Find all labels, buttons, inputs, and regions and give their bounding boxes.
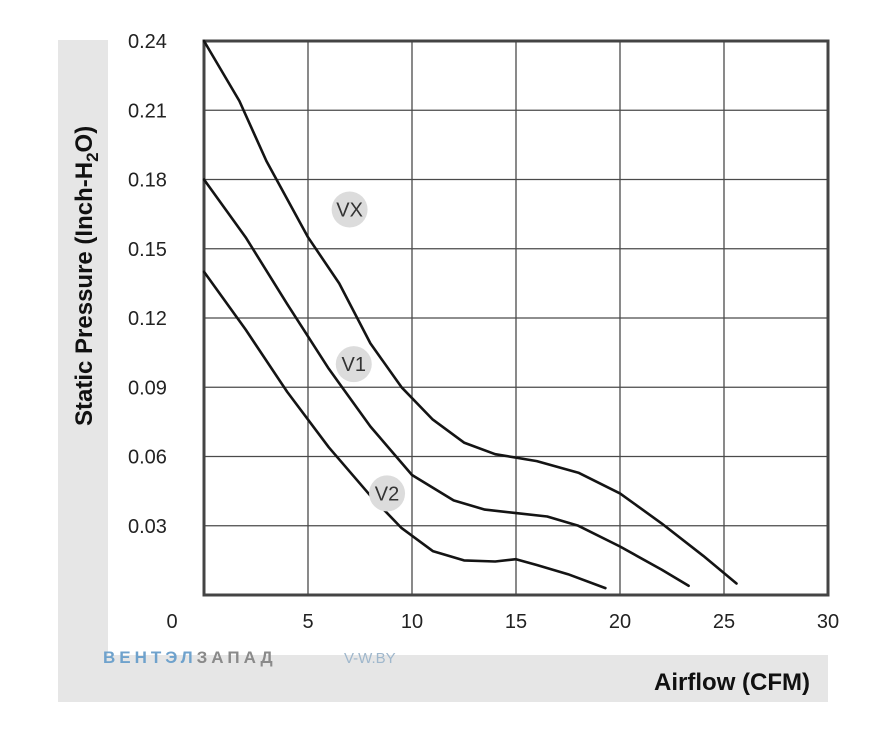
y-axis-title-band bbox=[58, 40, 108, 702]
series-label-badge bbox=[369, 475, 406, 512]
series-line-vx bbox=[202, 39, 738, 585]
y-tick-label: 0.09 bbox=[128, 377, 167, 399]
y-axis-title-end: O) bbox=[71, 126, 98, 153]
series-label-v2: V2 bbox=[375, 483, 399, 505]
series-labels: VX V1 V2 bbox=[331, 191, 406, 512]
watermark-brand-part2: ЗАПАД bbox=[197, 648, 277, 667]
y-tick-labels: 0.03 0.06 0.09 0.12 0.15 0.18 0.21 0.24 bbox=[128, 31, 167, 538]
x-tick-label: 5 bbox=[302, 611, 313, 633]
x-axis-title: Airflow (CFM) bbox=[654, 669, 810, 696]
x-axis-title-band bbox=[58, 655, 828, 702]
y-tick-label: 0.03 bbox=[128, 516, 167, 538]
x-tick-label: 25 bbox=[713, 611, 735, 633]
watermark-brand: ВЕНТЭЛЗАПАД bbox=[103, 648, 277, 667]
series-lines bbox=[202, 39, 738, 590]
x-tick-labels: 0 5 10 15 20 25 30 bbox=[166, 611, 839, 633]
y-tick-label: 0.21 bbox=[128, 100, 167, 122]
y-axis-title-subscript: 2 bbox=[83, 152, 102, 161]
y-axis-title-main: Static Pressure (Inch-H bbox=[71, 162, 98, 426]
y-tick-label: 0.12 bbox=[128, 308, 167, 330]
series-label-v1: V1 bbox=[342, 354, 366, 376]
x-tick-label: 15 bbox=[505, 611, 527, 633]
x-tick-label: 0 bbox=[166, 611, 177, 633]
series-line-v1 bbox=[202, 178, 690, 588]
plot-frame bbox=[202, 39, 830, 597]
y-axis-title: Static Pressure (Inch-H2O) bbox=[71, 126, 102, 426]
y-tick-label: 0.18 bbox=[128, 170, 167, 192]
y-tick-label: 0.15 bbox=[128, 239, 167, 261]
x-tick-label: 20 bbox=[609, 611, 631, 633]
series-label-badge bbox=[335, 346, 372, 383]
x-tick-label: 30 bbox=[817, 611, 839, 633]
series-line-v2 bbox=[202, 270, 607, 590]
series-label-vx: VX bbox=[336, 200, 363, 222]
x-tick-label: 10 bbox=[401, 611, 423, 633]
series-label-badge bbox=[331, 191, 368, 228]
y-tick-label: 0.24 bbox=[128, 31, 167, 53]
watermark-site: V-W.BY bbox=[344, 650, 396, 667]
watermark-brand-part1: ВЕНТЭЛ bbox=[103, 648, 197, 667]
y-tick-label: 0.06 bbox=[128, 447, 167, 469]
